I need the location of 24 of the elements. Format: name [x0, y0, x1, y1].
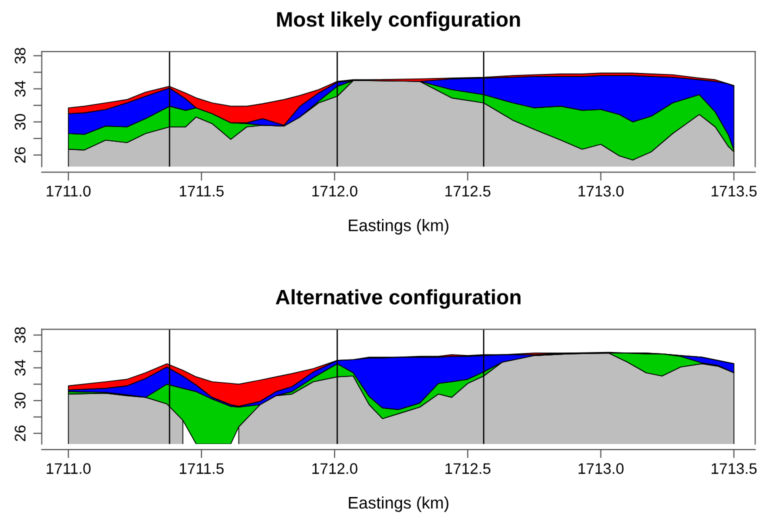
x-tick-label: 1712.0: [312, 186, 358, 197]
x-axis-title: Eastings (km): [348, 219, 448, 235]
y-tick-label: 38: [14, 327, 26, 343]
x-tick-label: 1713.5: [712, 186, 757, 197]
x-tick-label: 1712.5: [445, 186, 490, 197]
chart-title: Alternative configuration: [276, 289, 520, 309]
x-tick-label: 1712.0: [312, 463, 358, 474]
y-tick-label: 34: [14, 360, 26, 376]
x-tick-label: 1711.5: [180, 463, 224, 474]
x-tick-label: 1713.0: [578, 463, 624, 474]
x-tick-label: 1711.0: [46, 463, 91, 474]
y-tick-label: 30: [14, 392, 26, 408]
x-tick-label: 1712.5: [445, 463, 490, 474]
x-axis-title: Eastings (km): [348, 496, 448, 512]
y-tick-label: 26: [14, 426, 26, 442]
y-tick-label: 34: [14, 80, 26, 97]
x-tick-label: 1711.5: [180, 186, 224, 197]
x-tick-label: 1713.5: [712, 463, 757, 474]
y-tick-label: 26: [14, 147, 26, 163]
y-tick-label: 30: [14, 114, 26, 130]
y-tick-label: 38: [14, 48, 26, 64]
x-tick-label: 1711.0: [46, 186, 91, 197]
chart-title: Most likely configuration: [277, 11, 520, 32]
x-tick-label: 1713.0: [578, 186, 624, 197]
